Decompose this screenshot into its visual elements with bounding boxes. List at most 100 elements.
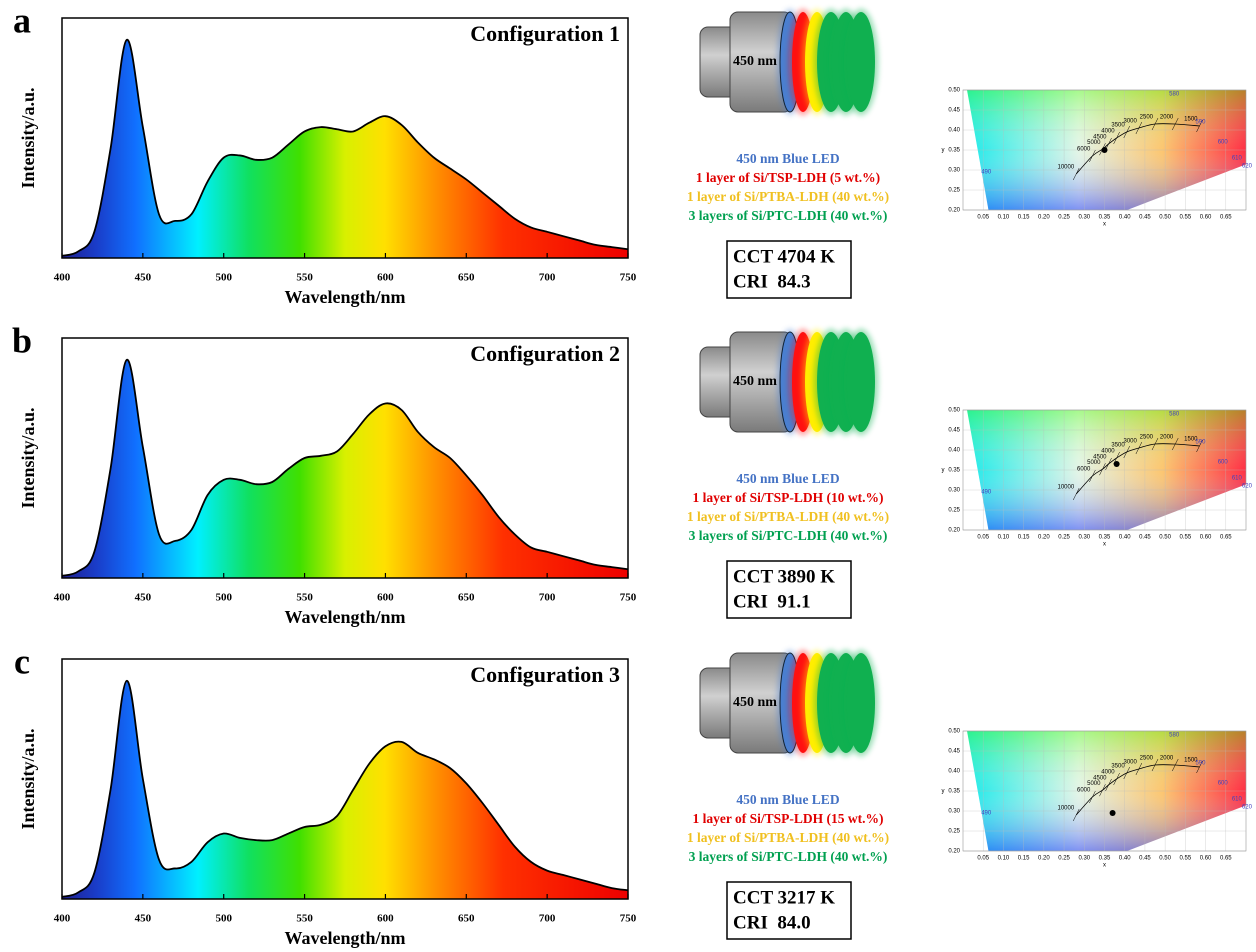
panel: c 400 450 500 550 600 650 700 750 Configuration 3… [14,641,889,948]
y-tick-label: 0.20 [948,208,960,214]
x-tick-label: 0.05 [977,215,989,221]
x-tick-label: 0.65 [1220,856,1232,862]
y-tick-label: 0.45 [948,428,960,434]
x-axis-label: Wavelength/nm [284,607,405,627]
x-tick-label: 750 [620,913,637,925]
wavelength-label: 600 [1218,140,1229,146]
cri-label: CRI 91.1 [733,591,811,612]
x-tick-label: 0.55 [1180,856,1192,862]
isotherm [1151,758,1159,772]
x-tick-label: 650 [458,592,475,604]
spectrum-line [61,38,629,257]
isotherm [1196,760,1203,774]
x-tick-label: 0.35 [1099,856,1111,862]
panel-label: b [12,320,32,360]
cct-tick-label: 2500 [1140,115,1154,121]
x-tick-label: 650 [458,272,475,284]
cct-tick-label: 3500 [1111,443,1125,449]
x-tick-label: 0.55 [1180,535,1192,541]
isotherm [1113,131,1120,145]
isotherm [1123,445,1130,459]
cct-tick-label: 2000 [1160,756,1174,762]
x-tick-label: 0.10 [998,856,1010,862]
cct-tick-label: 3000 [1124,439,1138,445]
isotherm [1105,778,1112,792]
isotherm [1135,762,1143,776]
y-axis-label: Intensity/a.u. [18,87,38,188]
isotherm [1113,772,1120,786]
y-tick-label: 0.50 [948,88,960,94]
layer-label: 450 nm Blue LED [736,792,839,807]
cct-tick-label: 5000 [1087,460,1101,466]
cct-tick-label: 4000 [1101,770,1115,776]
y-tick-label: 0.40 [948,769,960,775]
layer-label: 3 layers of Si/PTC-LDH (40 wt.%) [689,849,888,864]
x-tick-label: 0.50 [1159,535,1171,541]
x-tick-label: 0.50 [1159,215,1171,221]
isotherm [1072,487,1080,501]
y-tick-label: 0.35 [948,468,960,474]
cct-box [726,560,852,619]
x-tick-label: 550 [296,272,313,284]
y-axis-label: y [942,468,945,474]
x-tick-label: 450 [135,913,152,925]
x-tick-label: 0.65 [1220,215,1232,221]
cie-outside [1127,805,1246,851]
cct-tick-label: 10000 [1058,806,1075,812]
cct-tick-label: 3000 [1124,119,1138,125]
cct-tick-label: 5000 [1087,781,1101,787]
y-axis-label: Intensity/a.u. [18,728,38,829]
layer-label: 1 layer of Si/PTBA-LDH (40 wt.%) [687,509,889,524]
x-tick-label: 0.20 [1038,215,1050,221]
x-tick-label: 0.15 [1018,215,1030,221]
isotherm [1135,121,1143,135]
led-label: 450 nm [733,54,777,69]
x-tick-label: 0.60 [1200,856,1212,862]
x-tick-label: 0.45 [1139,856,1151,862]
led-label: 450 nm [733,374,777,389]
led-layer [847,332,875,432]
x-tick-label: 0.15 [1018,856,1030,862]
cct-tick-label: 6000 [1077,467,1091,473]
x-tick-label: 600 [377,913,394,925]
x-tick-label: 0.10 [998,215,1010,221]
x-tick-label: 0.20 [1038,856,1050,862]
y-tick-label: 0.40 [948,128,960,134]
cct-tick-label: 3500 [1111,123,1125,129]
wavelength-label: 490 [981,811,992,817]
cct-tick-label: 10000 [1058,485,1075,491]
y-tick-label: 0.35 [948,789,960,795]
panel: 0.05 0.10 0.15 0.20 0.25 0.30 0.35 0.40 0.45 0.50… [942,408,1253,548]
x-tick-label: 0.10 [998,535,1010,541]
cct-label: CCT 3890 K [733,566,835,587]
isotherm [1172,117,1179,131]
isotherm [1099,784,1106,797]
y-tick-label: 0.20 [948,528,960,534]
plot-frame [61,337,629,579]
wavelength-label: 600 [1218,460,1229,466]
x-tick-label: 0.55 [1180,215,1192,221]
x-tick-label: 0.40 [1119,856,1131,862]
cct-tick-label: 4500 [1093,455,1107,461]
x-tick-label: 0.30 [1078,856,1090,862]
x-tick-label: 650 [458,913,475,925]
x-tick-label: 0.45 [1139,215,1151,221]
spectrum-line [61,358,629,577]
cct-tick-label: 2000 [1160,435,1174,441]
x-tick-label: 0.60 [1200,215,1212,221]
wavelength-label: 620 [1242,484,1253,490]
wavelength-label: 580 [1169,92,1180,98]
isotherm [1072,808,1080,822]
isotherm [1105,457,1112,471]
isotherm [1072,167,1080,181]
cct-tick-label: 6000 [1077,788,1091,794]
wavelength-label: 600 [1218,781,1229,787]
spectrum-line [61,679,629,898]
y-tick-label: 0.25 [948,508,960,514]
wavelength-label: 610 [1232,797,1243,803]
cct-tick-label: 4500 [1093,135,1107,141]
panel: a 400 450 500 550 600 650 700 750 Configuration 1… [13,0,889,307]
wavelength-label: 590 [1195,120,1206,126]
x-axis-label: Wavelength/nm [284,287,405,307]
isotherm [1196,439,1203,453]
